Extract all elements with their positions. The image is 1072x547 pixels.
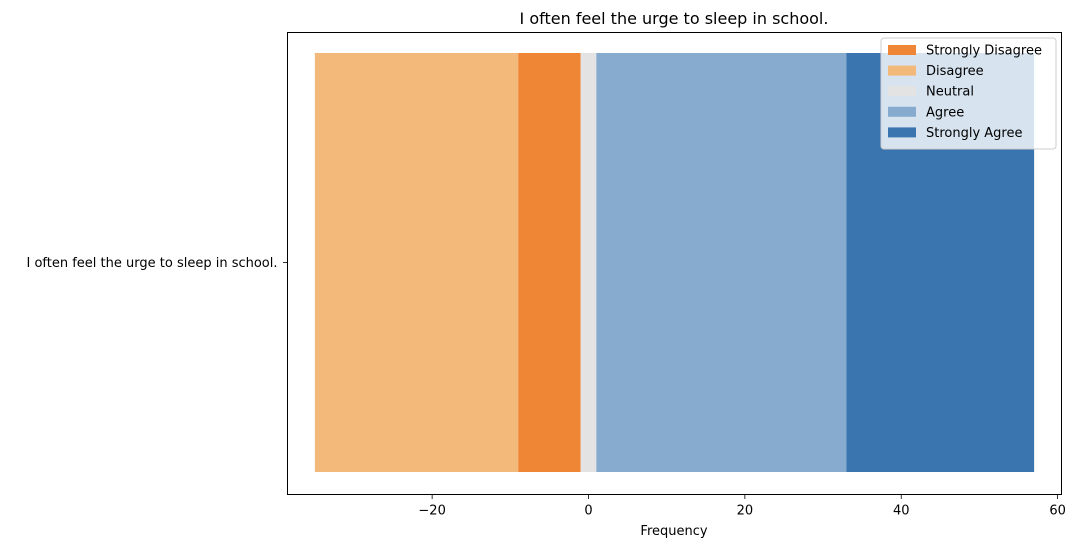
- y-tick-label: I often feel the urge to sleep in school…: [27, 256, 278, 271]
- legend-label: Agree: [926, 105, 964, 120]
- bar-neutral: [580, 53, 597, 472]
- legend-swatch-strongly-disagree: [888, 45, 916, 55]
- legend-swatch-neutral: [888, 86, 916, 97]
- legend-box: [880, 37, 1057, 150]
- x-tick-label: 0: [584, 504, 592, 519]
- legend-swatch-strongly-agree: [888, 127, 916, 138]
- x-axis-ticks: −20 0 20 40 60: [418, 494, 1066, 519]
- x-tick-label: 20: [737, 504, 754, 519]
- legend-label: Disagree: [926, 64, 984, 79]
- legend: Strongly Disagree Disagree Neutral Agree Str…: [880, 37, 1057, 150]
- bar-disagree: [314, 53, 519, 472]
- y-axis-ticks: I often feel the urge to sleep in school…: [27, 256, 288, 271]
- x-axis-label: Frequency: [640, 524, 707, 539]
- legend-label: Strongly Agree: [926, 126, 1023, 141]
- legend-label: Strongly Disagree: [926, 44, 1042, 59]
- legend-swatch-disagree: [888, 65, 916, 76]
- legend-label: Neutral: [926, 85, 974, 100]
- x-tick-label: −20: [418, 504, 445, 519]
- chart-title: I often feel the urge to sleep in school…: [520, 9, 829, 28]
- legend-swatch-agree: [888, 106, 916, 117]
- x-tick-label: 60: [1049, 504, 1066, 519]
- bar-strongly-disagree: [518, 53, 581, 472]
- x-tick-label: 40: [893, 504, 910, 519]
- bar-agree: [596, 53, 847, 472]
- axes-frame: [287, 32, 1062, 495]
